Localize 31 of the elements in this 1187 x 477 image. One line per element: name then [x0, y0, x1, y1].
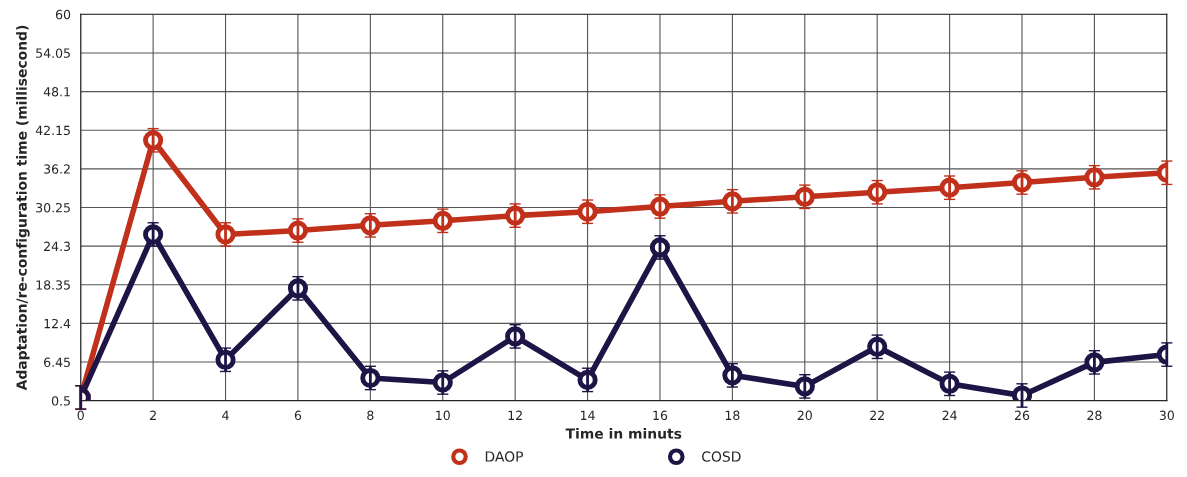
x-tick-label: 18	[725, 410, 740, 421]
x-tick-label: 12	[508, 410, 522, 420]
y-tick-label: 54.05	[36, 48, 70, 58]
y-tick-label: 30.25	[36, 202, 70, 213]
y-tick-label: 0.5	[51, 396, 70, 406]
legend-label: COSD	[702, 451, 741, 462]
x-tick-label: 0	[77, 410, 84, 421]
x-tick-label: 26	[1014, 410, 1030, 421]
x-tick-label: 10	[436, 410, 450, 421]
x-axis-title: Time in minuts	[565, 428, 682, 439]
x-tick-label: 20	[797, 410, 812, 421]
x-tick-label: 28	[1087, 410, 1102, 421]
legend-label: DAOP	[485, 451, 524, 462]
y-tick-label: 6.45	[44, 357, 70, 367]
y-tick-label: 48.1	[43, 87, 70, 97]
x-tick-label: 22	[870, 410, 884, 420]
y-tick-label: 18.35	[36, 280, 70, 290]
x-tick-label: 2	[150, 410, 156, 420]
x-tick-label: 30	[1159, 410, 1174, 421]
x-tick-label: 4	[222, 410, 229, 420]
x-tick-label: 14	[580, 410, 595, 420]
y-tick-label: 42.15	[35, 125, 70, 136]
y-tick-label: 36.2	[44, 164, 70, 174]
y-tick-label: 12.4	[44, 318, 71, 329]
y-tick-label: 60	[55, 9, 71, 20]
x-tick-label: 16	[653, 410, 668, 421]
x-tick-label: 6	[294, 410, 302, 421]
x-tick-label: 24	[942, 410, 957, 420]
y-axis-title: Adaptation/re-configuration time (millisecond)	[16, 25, 30, 391]
x-tick-label: 8	[367, 410, 374, 421]
y-tick-label: 24.3	[44, 241, 70, 252]
